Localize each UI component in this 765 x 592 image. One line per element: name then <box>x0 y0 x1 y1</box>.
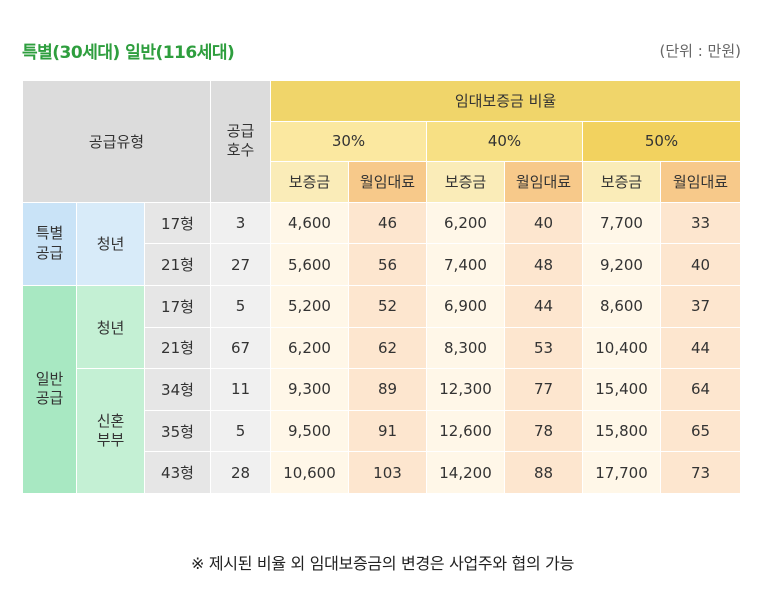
units-cell: 28 <box>210 451 271 494</box>
supply-units-header: 공급 호수 <box>210 80 271 203</box>
monthly-cell: 89 <box>348 368 427 411</box>
deposit-header: 보증금 <box>270 161 349 203</box>
monthly-header: 월임대료 <box>348 161 427 203</box>
units-cell: 3 <box>210 201 271 245</box>
monthly-cell: 77 <box>504 368 583 411</box>
deposit-cell: 5,200 <box>270 284 349 328</box>
page-title: 특별(30세대) 일반(116세대) <box>22 43 235 63</box>
monthly-cell: 88 <box>504 451 583 494</box>
units-cell: 67 <box>210 326 271 370</box>
monthly-cell: 78 <box>504 409 583 453</box>
rate-50-header: 50% <box>582 120 741 163</box>
monthly-cell: 40 <box>504 201 583 245</box>
monthly-cell: 64 <box>660 368 741 411</box>
rate-40-header: 40% <box>426 120 583 163</box>
size-cell: 21형 <box>144 326 211 370</box>
monthly-cell: 62 <box>348 326 427 370</box>
deposit-cell: 5,600 <box>270 243 349 286</box>
deposit-cell: 7,700 <box>582 201 661 245</box>
deposit-cell: 12,600 <box>426 409 505 453</box>
monthly-cell: 48 <box>504 243 583 286</box>
size-cell: 17형 <box>144 201 211 245</box>
monthly-cell: 33 <box>660 201 741 245</box>
size-cell: 34형 <box>144 368 211 411</box>
deposit-cell: 15,400 <box>582 368 661 411</box>
units-cell: 5 <box>210 409 271 453</box>
units-cell: 11 <box>210 368 271 411</box>
monthly-cell: 37 <box>660 284 741 328</box>
monthly-cell: 40 <box>660 243 741 286</box>
deposit-cell: 10,600 <box>270 451 349 494</box>
deposit-cell: 15,800 <box>582 409 661 453</box>
size-cell: 35형 <box>144 409 211 453</box>
deposit-header: 보증금 <box>426 161 505 203</box>
monthly-cell: 103 <box>348 451 427 494</box>
deposit-cell: 9,300 <box>270 368 349 411</box>
deposit-cell: 9,200 <box>582 243 661 286</box>
monthly-cell: 53 <box>504 326 583 370</box>
deposit-cell: 6,200 <box>270 326 349 370</box>
monthly-header: 월임대료 <box>660 161 741 203</box>
monthly-cell: 52 <box>348 284 427 328</box>
monthly-header: 월임대료 <box>504 161 583 203</box>
size-cell: 43형 <box>144 451 211 494</box>
monthly-cell: 46 <box>348 201 427 245</box>
subgroup-youth: 청년 <box>76 201 145 286</box>
footnote: ※ 제시된 비율 외 임대보증금의 변경은 사업주와 협의 가능 <box>190 554 575 573</box>
units-cell: 5 <box>210 284 271 328</box>
rate-30-header: 30% <box>270 120 427 163</box>
deposit-cell: 12,300 <box>426 368 505 411</box>
group-special: 특별 공급 <box>22 201 77 286</box>
deposit-cell: 6,200 <box>426 201 505 245</box>
monthly-cell: 44 <box>660 326 741 370</box>
group-general: 일반 공급 <box>22 284 77 495</box>
monthly-cell: 73 <box>660 451 741 494</box>
deposit-cell: 14,200 <box>426 451 505 494</box>
units-cell: 27 <box>210 243 271 286</box>
supply-type-header: 공급유형 <box>22 80 211 203</box>
deposit-cell: 17,700 <box>582 451 661 494</box>
subgroup-youth: 청년 <box>76 284 145 370</box>
monthly-cell: 65 <box>660 409 741 453</box>
deposit-header: 보증금 <box>582 161 661 203</box>
ratio-title: 임대보증금 비율 <box>270 80 741 122</box>
deposit-cell: 9,500 <box>270 409 349 453</box>
size-cell: 21형 <box>144 243 211 286</box>
deposit-cell: 6,900 <box>426 284 505 328</box>
deposit-cell: 8,600 <box>582 284 661 328</box>
monthly-cell: 44 <box>504 284 583 328</box>
monthly-cell: 91 <box>348 409 427 453</box>
deposit-cell: 10,400 <box>582 326 661 370</box>
subgroup-newlywed: 신혼 부부 <box>76 368 145 494</box>
deposit-cell: 7,400 <box>426 243 505 286</box>
deposit-cell: 4,600 <box>270 201 349 245</box>
size-cell: 17형 <box>144 284 211 328</box>
deposit-cell: 8,300 <box>426 326 505 370</box>
rent-table: 공급유형 공급 호수 임대보증금 비율 30% 40% 50% 보증금 월임대료… <box>22 80 741 495</box>
monthly-cell: 56 <box>348 243 427 286</box>
unit-label: (단위 : 만원) <box>659 42 742 60</box>
